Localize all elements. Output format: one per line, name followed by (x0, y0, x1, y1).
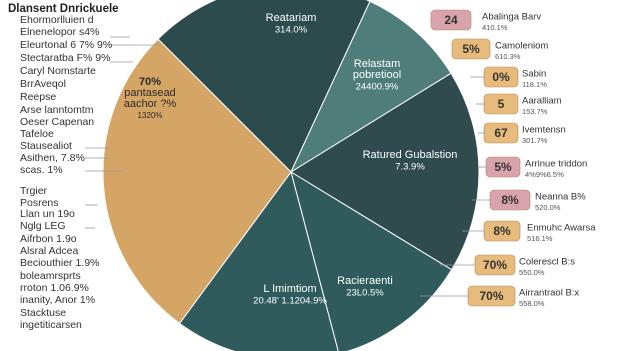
legend-name: Ivemtensn (522, 125, 566, 136)
list-item: Stectaratba F% 9% (20, 52, 110, 64)
legend-badge (451, 38, 491, 60)
legend-name: Colerescl B:s (519, 257, 575, 268)
list-item: Tafeloe (20, 128, 54, 140)
legend-badge-text: 5% (462, 42, 480, 56)
slice-label: aachor ?% (124, 98, 177, 110)
list-item: scas. 1% (20, 164, 63, 176)
legend-badge-text: 67 (494, 126, 508, 140)
pie-slice (290, 72, 480, 271)
list-item: Oeser Capenan (20, 116, 94, 128)
list-item: ingetiticarsen (20, 319, 82, 331)
legend-badge-text: 0% (492, 70, 510, 84)
legend-sub: 558.0% (519, 299, 545, 308)
legend-name: Neanna B% (535, 192, 586, 203)
list-item: Stausealiot (20, 140, 72, 152)
chart-title: Dlansent Dnrickuele (8, 3, 119, 15)
pie-slice (290, 170, 453, 351)
legend-sub: 118.1% (522, 80, 547, 89)
legend-sub: 410.1% (482, 23, 508, 32)
legend-name: Camoleniom (495, 41, 548, 52)
pie (102, 0, 480, 351)
legend-sub: 301.7% (522, 136, 548, 145)
legend-badge (485, 156, 521, 178)
slice-label: Relastam (354, 58, 400, 70)
slice-label: pantasead (124, 87, 175, 99)
legend-badge-text: 8% (493, 224, 511, 238)
pie-slice (102, 38, 292, 325)
slice-label: pobretiool (353, 69, 401, 81)
slice-value-label: 314.0% (275, 25, 308, 36)
list-item: Aifrbon 1.9o (20, 233, 77, 245)
slice-value-label: 7.3.9% (395, 162, 425, 173)
legend-badge-text: 5% (494, 160, 512, 174)
legend-name: Aaralliam (522, 96, 562, 107)
list-item: Ehormorlluien d (20, 14, 94, 26)
leader-lines (85, 19, 490, 297)
list-item: Trgier (20, 185, 48, 197)
legend-name: Arrinue triddon (525, 159, 587, 170)
pie-slice (178, 170, 339, 351)
list-item: Llan un 19o (20, 208, 75, 220)
list-item: Alsral Adcea (20, 245, 79, 257)
list-item: Reepse (20, 91, 56, 103)
legend-sub: 4%9%6.5% (525, 170, 564, 179)
list-item: Eleurtonal 6 7% 9% (20, 39, 112, 51)
legend-badge (483, 122, 519, 144)
pie-slice (289, 0, 452, 174)
list-item: boleamrsprts (20, 270, 81, 282)
list-item: Nglg LEG (20, 220, 66, 232)
slice-value-label: 23L0.5% (346, 288, 384, 299)
legend-badge-text: 5 (498, 97, 505, 111)
list-item: inanity, Anor 1% (20, 294, 95, 306)
slice-value-label: 20.48' 1.1204.9% (253, 296, 327, 307)
legend-badge-text: 8% (501, 193, 519, 207)
list-item: rroton 1.06.9% (20, 282, 89, 294)
list-item: Arse lanntomtm (20, 104, 94, 116)
legend-sub: 516.1% (527, 234, 553, 243)
list-item: Elnenelopor s4% (20, 26, 99, 38)
legend-name: Sabin (522, 69, 546, 80)
legend-badge (483, 93, 519, 115)
legend-badge (483, 66, 519, 88)
pie-slice (157, 0, 371, 173)
slice-value-label: 1320% (138, 111, 163, 120)
list-item: Posrens (20, 197, 59, 209)
legend-badge (430, 9, 472, 31)
list-item: Stacktuse (20, 307, 66, 319)
legend-badge-text: 70% (483, 258, 507, 272)
slice-label: Ratured Gubalstion (363, 149, 458, 161)
legend-badge (483, 220, 521, 242)
legend-badge (467, 285, 516, 307)
legend-name: Abalinga Barv (482, 12, 541, 23)
legend-sub: 153.7% (522, 107, 548, 116)
list-item: Caryl Nomstarte (20, 65, 96, 77)
list-item: BrrAveqol (20, 78, 66, 90)
legend-badge-text: 70% (479, 289, 503, 303)
list-item: Asithen, 7.8% (20, 152, 85, 164)
slice-label: 70% (139, 76, 161, 88)
list-item: Beciouthier 1.9% (20, 257, 99, 269)
slice-label: Reatariam (266, 12, 317, 24)
legend-sub: 610.3% (495, 52, 521, 61)
legend-sub: 550.0% (519, 268, 545, 277)
legend-name: Enmuhc Awarsa (527, 223, 596, 234)
legend-badge (474, 254, 516, 276)
legend-sub: 520.0% (535, 203, 561, 212)
legend-badge-text: 24 (444, 13, 458, 27)
legend-badge (489, 189, 531, 211)
legend-name: Airrantraol B:x (519, 288, 579, 299)
slice-label: Racieraenti (337, 275, 393, 287)
slice-label: L Imimtiom (263, 283, 316, 295)
slice-value-label: 24400.9% (356, 82, 399, 93)
